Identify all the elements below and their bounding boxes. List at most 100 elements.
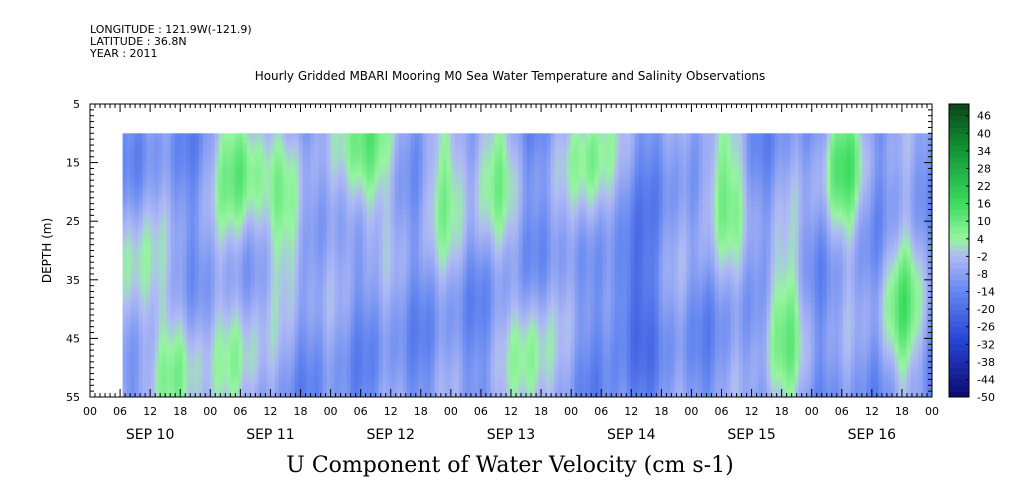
heatmap-cell (334, 333, 339, 338)
heatmap-cell (170, 349, 175, 354)
heatmap-cell (310, 273, 315, 278)
heatmap-cell (354, 265, 359, 270)
heatmap-cell (146, 325, 151, 330)
heatmap-cell (134, 229, 139, 234)
heatmap-cell (382, 285, 387, 290)
heatmap-cell (242, 233, 247, 238)
heatmap-cell (202, 321, 207, 326)
heatmap-cell (270, 297, 275, 302)
heatmap-cell (142, 273, 147, 278)
heatmap-cell (314, 181, 319, 186)
heatmap-cell (314, 277, 319, 282)
heatmap-cell (278, 241, 283, 246)
heatmap-cell (218, 189, 223, 194)
heatmap-cell (162, 229, 167, 234)
heatmap-cell (402, 389, 407, 394)
heatmap-cell (290, 249, 295, 254)
heatmap-cell (406, 321, 411, 326)
heatmap-cell (126, 281, 131, 286)
heatmap-cell (226, 373, 231, 378)
heatmap-cell (390, 245, 395, 250)
heatmap-cell (218, 257, 223, 262)
heatmap-cell (254, 249, 259, 254)
heatmap-cell (354, 181, 359, 186)
heatmap-cell (346, 141, 351, 146)
heatmap-cell (250, 137, 255, 142)
heatmap-cell (214, 209, 219, 214)
heatmap-cell (206, 285, 211, 290)
heatmap-cell (226, 257, 231, 262)
heatmap-cell (318, 165, 323, 170)
heatmap-cell (414, 309, 419, 314)
heatmap-cell (226, 149, 231, 154)
heatmap-cell (362, 217, 367, 222)
heatmap-cell (306, 145, 311, 150)
heatmap-cell (146, 237, 151, 242)
heatmap-cell (190, 233, 195, 238)
heatmap-cell (182, 149, 187, 154)
heatmap-cell (182, 185, 187, 190)
heatmap-cell (122, 381, 127, 386)
heatmap-cell (406, 225, 411, 230)
heatmap-cell (214, 365, 219, 370)
heatmap-cell (346, 321, 351, 326)
heatmap-cell (374, 361, 379, 366)
heatmap-cell (170, 249, 175, 254)
heatmap-cell (130, 377, 135, 382)
heatmap-cell (162, 317, 167, 322)
heatmap-cell (146, 293, 151, 298)
heatmap-cell (350, 333, 355, 338)
heatmap-cell (314, 237, 319, 242)
heatmap-cell (306, 293, 311, 298)
heatmap-cell (234, 253, 239, 258)
heatmap-cell (246, 337, 251, 342)
heatmap-cell (310, 241, 315, 246)
heatmap-cell (206, 373, 211, 378)
heatmap-cell (386, 257, 391, 262)
heatmap-cell (134, 257, 139, 262)
heatmap-cell (382, 325, 387, 330)
heatmap-cell (210, 233, 215, 238)
heatmap-cell (142, 141, 147, 146)
heatmap-cell (246, 245, 251, 250)
heatmap-cell (286, 245, 291, 250)
heatmap-cell (178, 137, 183, 142)
heatmap-cell (158, 173, 163, 178)
heatmap-cell (326, 261, 331, 266)
heatmap-cell (418, 321, 423, 326)
heatmap-cell (258, 225, 263, 230)
heatmap-cell (414, 257, 419, 262)
heatmap-cell (246, 185, 251, 190)
heatmap-cell (254, 161, 259, 166)
heatmap-cell (258, 185, 263, 190)
heatmap-cell (174, 273, 179, 278)
heatmap-cell (126, 389, 131, 394)
heatmap-cell (410, 245, 415, 250)
heatmap-cell (138, 149, 143, 154)
heatmap-cell (314, 157, 319, 162)
heatmap-cell (418, 229, 423, 234)
heatmap-cell (258, 233, 263, 238)
heatmap-cell (290, 149, 295, 154)
heatmap-cell (230, 205, 235, 210)
heatmap-cell (414, 145, 419, 150)
heatmap-cell (310, 225, 315, 230)
heatmap-cell (170, 225, 175, 230)
heatmap-cell (150, 285, 155, 290)
heatmap-cell (190, 173, 195, 178)
heatmap-cell (282, 321, 287, 326)
heatmap-cell (174, 133, 179, 138)
heatmap-cell (310, 217, 315, 222)
heatmap-cell (254, 333, 259, 338)
heatmap-cell (154, 317, 159, 322)
heatmap-cell (294, 249, 299, 254)
heatmap-cell (290, 373, 295, 378)
heatmap-cell (230, 393, 235, 398)
heatmap-cell (134, 189, 139, 194)
heatmap-cell (270, 189, 275, 194)
heatmap-cell (154, 345, 159, 350)
heatmap-cell (126, 297, 131, 302)
heatmap-cell (422, 161, 427, 166)
heatmap-cell (182, 133, 187, 138)
heatmap-cell (290, 369, 295, 374)
